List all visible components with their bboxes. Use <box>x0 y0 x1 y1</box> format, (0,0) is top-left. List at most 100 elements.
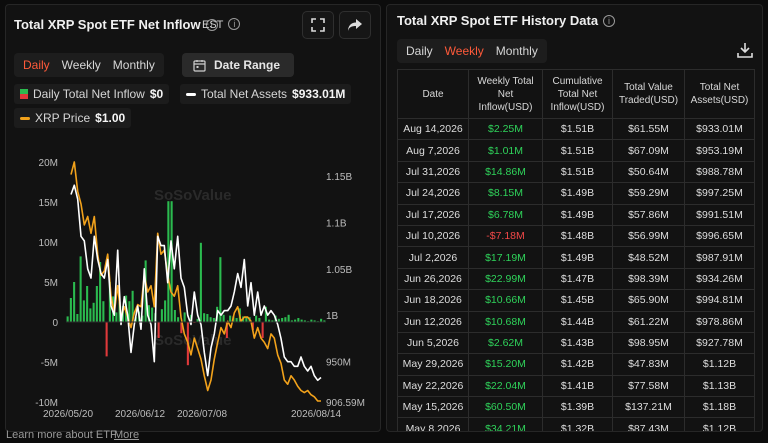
chart-bar <box>86 286 89 322</box>
chart-bar <box>245 317 248 322</box>
table-cell: $8.15M <box>468 182 543 205</box>
table-row[interactable]: May 15,2026 $60.50M $1.39B $137.21M $1.18B <box>397 396 755 419</box>
table-cell: $67.09M <box>612 139 685 162</box>
info-icon[interactable]: i <box>205 19 218 31</box>
tab-daily[interactable]: Daily <box>406 44 433 58</box>
bar-swatch-icon <box>20 89 28 99</box>
table-cell: $61.55M <box>612 117 685 141</box>
y-left-tick-label: 20M <box>39 158 58 169</box>
panel-title: Total XRP Spot ETF Net Inflow i <box>14 17 218 32</box>
table-cell: Jun 26,2026 <box>397 267 469 291</box>
calendar-icon <box>193 59 206 72</box>
chart-bar <box>271 320 274 322</box>
legend-net-inflow[interactable]: Daily Total Net Inflow $0 <box>14 84 170 104</box>
table-cell: $1.47B <box>542 267 613 291</box>
table-cell: $56.99M <box>612 224 685 248</box>
chart-bar <box>79 256 82 322</box>
table-row[interactable]: Jun 5,2026 $2.62M $1.43B $98.95M $927.78M <box>397 331 755 355</box>
chart-bar <box>323 320 326 322</box>
chart-bar <box>219 257 222 322</box>
table-row[interactable]: Jul 24,2026 $8.15M $1.49B $59.29M $997.25M <box>397 182 755 205</box>
chart-bar <box>108 282 111 322</box>
chart-bar <box>170 201 173 322</box>
chart-bar <box>196 318 199 322</box>
share-button[interactable] <box>339 11 371 39</box>
chart-bar <box>167 201 170 322</box>
table-cell: $1.51B <box>542 160 613 184</box>
info-icon[interactable]: i <box>603 15 616 27</box>
table-row[interactable]: May 29,2026 $15.20M $1.42B $47.83M $1.12B <box>397 353 755 376</box>
table-row[interactable]: Aug 7,2026 $1.01M $1.51B $67.09M $953.19M <box>397 139 755 162</box>
table-row[interactable]: Jun 26,2026 $22.99M $1.47B $98.39M $934.26M <box>397 267 755 291</box>
table-cell: $50.64M <box>612 160 685 184</box>
chart-bar <box>320 318 323 322</box>
x-tick-label: 2026/05/20 <box>43 409 93 420</box>
more-link[interactable]: More <box>114 429 140 441</box>
table-row[interactable]: Jul 10,2026 -$7.18M $1.48B $56.99M $996.65M <box>397 224 755 248</box>
table-cell: $927.78M <box>684 331 755 355</box>
date-range-label: Date Range <box>214 58 281 72</box>
table-cell: $47.83M <box>612 353 685 376</box>
table-cell: $988.78M <box>684 160 755 184</box>
table-row[interactable]: May 22,2026 $22.04M $1.41B $77.58M $1.13B <box>397 374 755 398</box>
table-cell: $953.19M <box>684 139 755 162</box>
chart-bar <box>118 302 121 322</box>
table-cell: $48.52M <box>612 246 685 269</box>
chart-bar <box>303 320 306 322</box>
table-cell: $1.51B <box>542 139 613 162</box>
table-row[interactable]: Jun 18,2026 $10.66M $1.45B $65.90M $994.81M <box>397 289 755 312</box>
chart-bar <box>310 319 313 322</box>
table-cell: May 15,2026 <box>397 396 469 419</box>
share-icon <box>348 19 362 31</box>
y-right-tick-label: 906.59M <box>326 398 365 409</box>
table-cell: May 22,2026 <box>397 374 469 398</box>
chart-bar <box>251 322 254 330</box>
y-right-tick-label: 1B <box>326 311 339 322</box>
table-cell: $98.95M <box>612 331 685 355</box>
table-row[interactable]: Jun 12,2026 $10.68M $1.44B $61.22M $978.86M <box>397 310 755 333</box>
watermark-text: SoSoValue <box>154 187 232 204</box>
table-cell: $1.13B <box>684 374 755 398</box>
chart-bar <box>177 317 180 322</box>
table-cell: $57.86M <box>612 203 685 226</box>
table-cell: $1.44B <box>542 310 613 333</box>
table-cell: $934.26M <box>684 267 755 291</box>
table-row[interactable]: Jul 31,2026 $14.86M $1.51B $50.64M $988.78M <box>397 160 755 184</box>
legend-net-assets[interactable]: Total Net Assets $933.01M <box>180 84 352 104</box>
timezone-label: EST i <box>202 18 241 31</box>
chart-bar <box>141 315 144 322</box>
history-interval-tabs: Daily Weekly Monthly <box>397 39 547 63</box>
y-right-tick-label: 1.15B <box>326 172 352 183</box>
table-row[interactable]: Jul 17,2026 $6.78M $1.49B $57.86M $991.51M <box>397 203 755 226</box>
chart-bar <box>261 322 264 338</box>
table-cell: $22.04M <box>468 374 543 398</box>
timezone-info-icon[interactable]: i <box>228 18 241 30</box>
legend-xrp-price[interactable]: XRP Price $1.00 <box>14 108 132 128</box>
table-cell: $1.32B <box>542 417 613 431</box>
table-cell: $61.22M <box>612 310 685 333</box>
chart-bar <box>102 301 105 322</box>
tab-monthly[interactable]: Monthly <box>112 58 155 72</box>
date-range-button[interactable]: Date Range <box>182 53 294 77</box>
table-cell: May 8,2026 <box>397 417 469 431</box>
table-cell: $77.58M <box>612 374 685 398</box>
chart-bar <box>157 322 160 338</box>
table-cell: Jul 24,2026 <box>397 182 469 205</box>
column-header: Date <box>397 69 469 119</box>
tab-weekly[interactable]: Weekly <box>444 44 484 58</box>
table-cell: Jul 10,2026 <box>397 224 469 248</box>
chart-bar <box>255 315 258 322</box>
fullscreen-button[interactable] <box>302 11 334 39</box>
y-right-tick-label: 1.1B <box>326 218 347 229</box>
table-row[interactable]: Aug 14,2026 $2.25M $1.51B $61.55M $933.01M <box>397 117 755 141</box>
tab-weekly[interactable]: Weekly <box>61 58 101 72</box>
table-row[interactable]: May 8,2026 $34.21M $1.32B $87.43M $1.12B <box>397 417 755 431</box>
tab-daily[interactable]: Daily <box>23 58 50 72</box>
download-icon[interactable] <box>736 41 754 59</box>
table-row[interactable]: Jul 2,2026 $17.19M $1.49B $48.52M $987.91M <box>397 246 755 269</box>
tab-monthly[interactable]: Monthly <box>495 44 538 58</box>
table-cell: $1.43B <box>542 331 613 355</box>
x-tick-label: 2026/07/08 <box>177 409 227 420</box>
inflow-value: $0 <box>149 87 164 101</box>
